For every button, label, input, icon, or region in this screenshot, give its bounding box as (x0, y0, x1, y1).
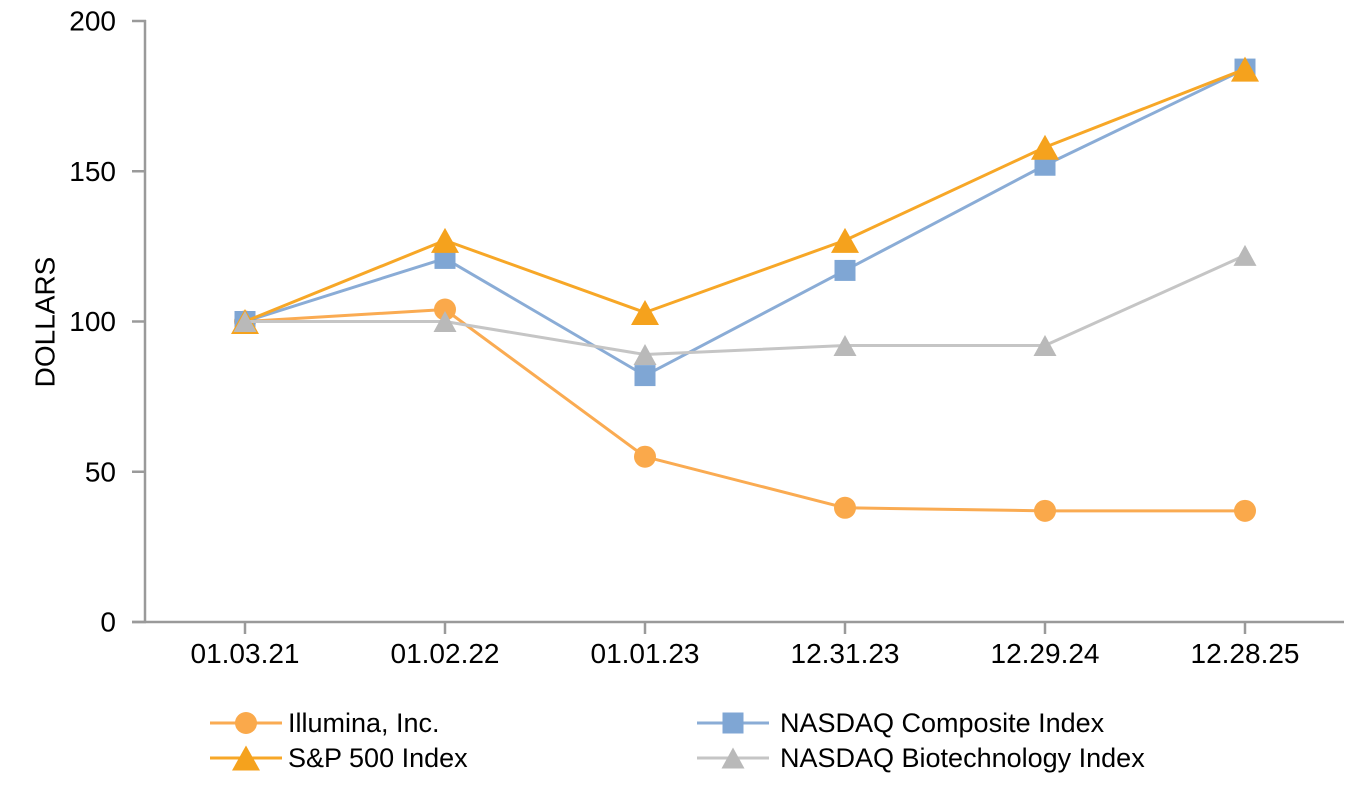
data-point-marker-nasdaq-composite-index (634, 365, 656, 387)
data-point-marker-illumina-inc (634, 445, 656, 468)
y-tick-label: 200 (69, 6, 116, 37)
data-point-marker-illumina-inc (434, 298, 456, 321)
data-point-marker-legend-nasdaq-biotechnology-index (721, 747, 745, 769)
series-illumina-inc (234, 298, 1256, 522)
data-point-marker-legend-s-p-500-index (232, 745, 260, 771)
y-tick-label: 0 (100, 607, 116, 638)
data-point-marker-nasdaq-biotechnology-index (233, 311, 257, 332)
legend-label: Illumina, Inc. (288, 708, 440, 738)
data-point-marker-illumina-inc (834, 496, 856, 519)
axes (132, 19, 1344, 634)
x-tick-label: 01.03.21 (191, 638, 300, 669)
data-point-marker-s-p-500-index (1231, 56, 1259, 82)
legend-label: NASDAQ Composite Index (780, 708, 1105, 738)
data-point-marker-legend-illumina-inc (235, 712, 257, 734)
legend: Illumina, Inc. S&P 500 Index NASDAQ Compos… (210, 708, 1145, 773)
data-point-marker-s-p-500-index (1031, 134, 1059, 160)
y-axis-title: DOLLARS (30, 257, 61, 388)
legend-label: S&P 500 Index (288, 743, 468, 773)
y-tick-label: 150 (69, 156, 116, 187)
data-point-marker-illumina-inc (1234, 499, 1256, 522)
x-tick-label: 12.31.23 (791, 638, 900, 669)
data-point-marker-nasdaq-biotechnology-index (633, 344, 657, 366)
data-point-marker-nasdaq-biotechnology-index (433, 311, 457, 332)
x-tick-labels: 01.03.21 01.02.22 01.01.23 12.31.23 12.29.24… (191, 638, 1300, 669)
series-s-p-500-index (231, 56, 1259, 334)
legend-item-s-p-500-index: S&P 500 Index (210, 743, 468, 773)
series-line-nasdaq-composite-index (244, 67, 1246, 378)
data-point-marker-nasdaq-composite-index (1034, 154, 1056, 176)
data-point-marker-s-p-500-index (431, 227, 459, 253)
data-point-marker-nasdaq-biotechnology-index (1033, 335, 1057, 357)
series-line-nasdaq-biotechnology-index (245, 254, 1246, 357)
x-tick-label: 12.28.25 (1191, 638, 1300, 669)
series-line-illumina-inc (244, 307, 1245, 513)
y-tick-label: 50 (85, 456, 116, 487)
data-point-marker-s-p-500-index (831, 227, 859, 253)
data-point-marker-nasdaq-composite-index (834, 259, 856, 281)
y-tick-labels: 0 50 100 150 200 (69, 6, 116, 638)
series-line-s-p-500-index (244, 67, 1246, 323)
x-tick-label: 12.29.24 (991, 638, 1100, 669)
x-tick-label: 01.02.22 (391, 638, 500, 669)
data-point-marker-nasdaq-biotechnology-index (833, 335, 857, 357)
legend-label: NASDAQ Biotechnology Index (780, 743, 1145, 773)
legend-item-illumina-inc: Illumina, Inc. (210, 708, 440, 738)
legend-item-nasdaq-biotechnology-index: NASDAQ Biotechnology Index (697, 743, 1145, 773)
data-point-marker-legend-nasdaq-composite-index (722, 712, 744, 734)
legend-item-nasdaq-composite-index: NASDAQ Composite Index (697, 708, 1105, 738)
x-tick-label: 01.01.23 (591, 638, 700, 669)
data-point-marker-s-p-500-index (631, 299, 659, 325)
y-tick-label: 100 (69, 306, 116, 337)
data-point-marker-illumina-inc (1034, 499, 1056, 522)
series-nasdaq-biotechnology-index (233, 244, 1257, 366)
data-point-marker-nasdaq-composite-index (434, 247, 456, 269)
data-point-marker-nasdaq-biotechnology-index (1233, 244, 1257, 266)
series-nasdaq-composite-index (234, 58, 1256, 387)
